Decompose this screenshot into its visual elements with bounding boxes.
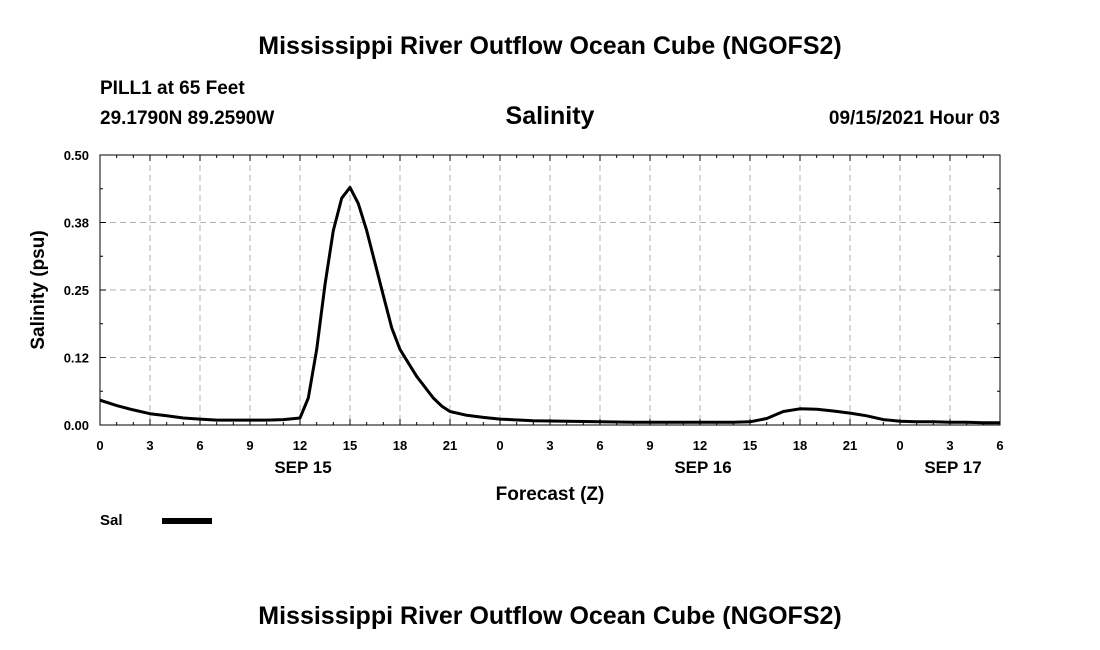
x-tick-labels: 0 3 6 9 12 15 18 21 0 3 6 9 12 15 18 21 0 3 6 xyxy=(96,438,1003,453)
x-tick-label: 0 xyxy=(496,438,503,453)
x-tick-label: 6 xyxy=(596,438,603,453)
x-tick-label: 0 xyxy=(896,438,903,453)
x-axis-label: Forecast (Z) xyxy=(496,484,605,505)
legend-label-sal: Sal xyxy=(100,512,123,529)
x-tick-label: 15 xyxy=(743,438,757,453)
x-tick-label: 18 xyxy=(393,438,407,453)
station-coordinates: 29.1790N 89.2590W xyxy=(100,108,274,129)
x-tick-label: 6 xyxy=(196,438,203,453)
x-tick-label: 3 xyxy=(146,438,153,453)
y-tick-label: 0.12 xyxy=(64,351,89,366)
x-tick-label: 12 xyxy=(693,438,707,453)
x-tick-label: 3 xyxy=(946,438,953,453)
x-tick-label: 9 xyxy=(646,438,653,453)
x-tick-label: 0 xyxy=(96,438,103,453)
x-tick-label: 3 xyxy=(546,438,553,453)
plot-frame xyxy=(99,154,1001,426)
x-tick-label: 9 xyxy=(246,438,253,453)
day-labels: SEP 15 SEP 16 SEP 17 xyxy=(274,458,981,477)
x-tick-label: 18 xyxy=(793,438,807,453)
y-tick-label: 0.50 xyxy=(64,148,89,163)
x-tick-label: 21 xyxy=(843,438,857,453)
chart-subtitle: Salinity xyxy=(506,102,595,130)
station-label: PILL1 at 65 Feet xyxy=(100,78,245,99)
y-tick-label: 0.38 xyxy=(64,216,89,231)
chart-title-top: Mississippi River Outflow Ocean Cube (NG… xyxy=(258,32,841,60)
y-axis-label: Salinity (psu) xyxy=(28,230,49,349)
y-tick-label: 0.25 xyxy=(64,283,89,298)
x-tick-label: 12 xyxy=(293,438,307,453)
day-label: SEP 17 xyxy=(924,458,981,477)
chart-title-bottom: Mississippi River Outflow Ocean Cube (NG… xyxy=(258,602,841,630)
y-tick-labels: 0.00 0.12 0.25 0.38 0.50 xyxy=(64,148,89,433)
y-tick-label: 0.00 xyxy=(64,418,89,433)
legend: Sal xyxy=(100,512,212,529)
day-label: SEP 15 xyxy=(274,458,331,477)
forecast-datetime: 09/15/2021 Hour 03 xyxy=(829,108,1000,129)
grid-lines xyxy=(100,155,1000,425)
x-tick-label: 21 xyxy=(443,438,457,453)
salinity-series-line xyxy=(99,185,1000,425)
x-tick-label: 15 xyxy=(343,438,357,453)
x-tick-label: 6 xyxy=(996,438,1003,453)
day-label: SEP 16 xyxy=(674,458,731,477)
